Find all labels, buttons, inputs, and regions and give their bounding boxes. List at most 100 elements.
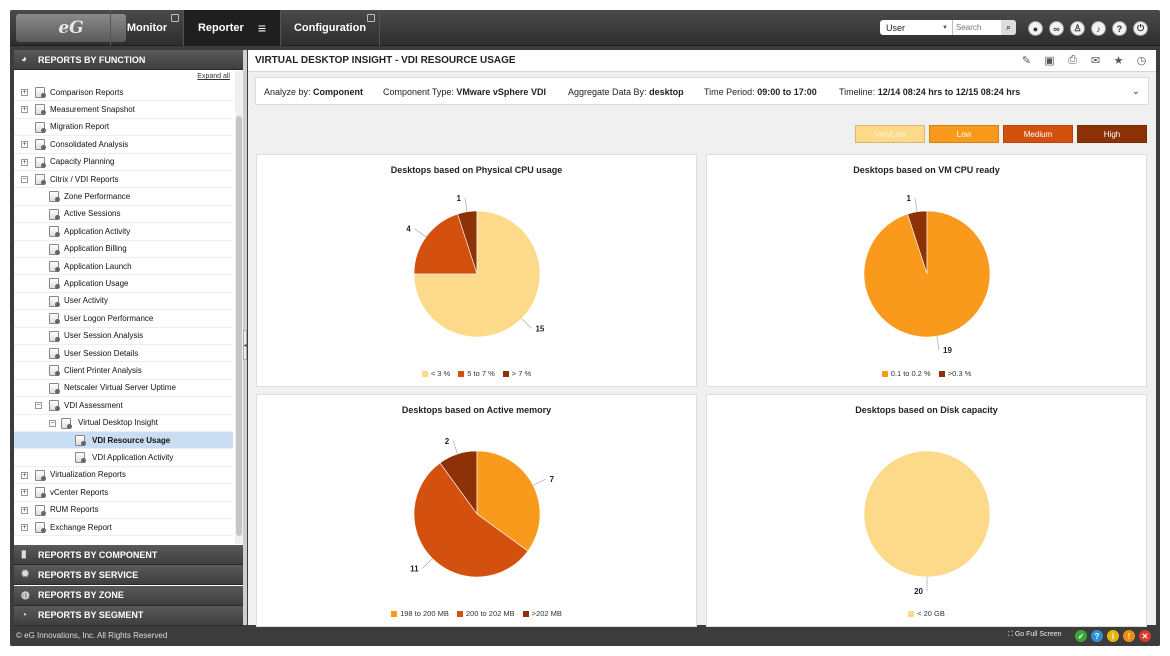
search-scope-select[interactable]: User ▼ <box>880 20 953 35</box>
schedule-clock-icon[interactable]: ◷ <box>1136 55 1147 67</box>
tree-item[interactable]: Migration Report <box>14 119 233 137</box>
tree-item[interactable]: Application Usage <box>14 275 233 293</box>
tree-item[interactable]: + Comparison Reports <box>14 84 233 102</box>
tree-item[interactable]: − Citrix / VDI Reports <box>14 171 233 189</box>
tree-item[interactable]: Active Sessions <box>14 206 233 224</box>
legend-item[interactable]: 200 to 202 MB <box>456 609 515 618</box>
legend-item[interactable]: 5 to 7 % <box>458 369 495 378</box>
tree-item[interactable]: Netscaler Virtual Server Uptime <box>14 380 233 398</box>
tree-item[interactable]: Zone Performance <box>14 188 233 206</box>
eg-logo[interactable]: eG <box>16 14 126 42</box>
tree-item[interactable]: Client Printer Analysis <box>14 362 233 380</box>
expand-all-link[interactable]: Expand all <box>197 73 230 80</box>
power-icon[interactable]: ⏻ <box>1133 21 1148 36</box>
tree-item[interactable]: + RUM Reports <box>14 502 233 519</box>
warning-icon[interactable]: ! <box>1123 630 1135 642</box>
tree-scrollbar[interactable] <box>235 71 243 544</box>
chevron-down-icon[interactable]: ⌄ <box>1131 86 1140 97</box>
pie-slice[interactable] <box>413 462 529 578</box>
legend-item[interactable]: > 7 % <box>502 369 531 378</box>
pie-slice[interactable] <box>863 450 991 578</box>
legend-item[interactable]: < 3 % <box>421 369 450 378</box>
sidebar-section-header[interactable]: ✹ REPORTS BY SERVICE <box>14 565 243 586</box>
chart-panel: Desktops based on VM CPU ready 1 19 0.1 to … <box>706 154 1147 387</box>
nav-reporter[interactable]: Reporter ≡ <box>183 10 280 46</box>
collapse-icon[interactable]: − <box>35 402 42 410</box>
tree-item[interactable]: + Consolidated Analysis <box>14 136 233 154</box>
tree-item[interactable]: User Activity <box>14 293 233 311</box>
tree-item[interactable]: VDI Resource Usage <box>14 432 233 450</box>
tree-item[interactable]: VDI Application Activity <box>14 449 233 467</box>
tree-item[interactable]: − Virtual Desktop Insight <box>14 415 233 432</box>
help-icon[interactable]: ? <box>1112 21 1127 36</box>
legend-item[interactable]: 198 to 200 MB <box>391 609 449 618</box>
sidebar: ◕ REPORTS BY FUNCTION Expand all + Compar… <box>14 50 243 626</box>
legend-item[interactable]: >202 MB <box>522 609 562 618</box>
filter-value: 12/14 08:24 hrs to 12/15 08:24 hrs <box>877 87 1021 97</box>
menu-icon[interactable]: ≡ <box>257 20 266 36</box>
expand-icon[interactable]: + <box>21 471 28 479</box>
legend-high-button[interactable]: High <box>1077 125 1147 143</box>
tree-item[interactable]: + Capacity Planning <box>14 154 233 171</box>
tree-item[interactable]: + Exchange Report <box>14 519 233 537</box>
tree-item[interactable]: Application Billing <box>14 241 233 258</box>
search-input[interactable] <box>953 23 1001 32</box>
reports-by-function-header[interactable]: ◕ REPORTS BY FUNCTION <box>14 50 243 70</box>
save-icon[interactable]: ▣ <box>1044 55 1055 67</box>
tree-item[interactable]: + Measurement Snapshot <box>14 101 233 119</box>
legend-label: >0.3 % <box>947 369 972 378</box>
tree-item-label: Application Launch <box>64 261 132 271</box>
bell-icon[interactable]: ♪ <box>1091 21 1106 36</box>
legend-low-button[interactable]: Low <box>929 125 999 143</box>
ok-icon[interactable]: ✓ <box>1075 630 1087 642</box>
help-icon[interactable]: ? <box>1091 630 1103 642</box>
nav-configuration[interactable]: Configuration <box>280 10 380 46</box>
info-icon[interactable]: i <box>1107 630 1119 642</box>
tree-item[interactable]: Application Activity <box>14 223 233 241</box>
sidebar-section-header[interactable]: ◍ REPORTS BY ZONE <box>14 585 243 606</box>
tree-item[interactable]: − VDI Assessment <box>14 397 233 415</box>
legend-item[interactable]: >0.3 % <box>938 369 972 378</box>
nav-monitor[interactable]: Monitor <box>110 10 183 46</box>
sidebar-section-header[interactable]: ◔ REPORTS BY SEGMENT <box>14 605 243 626</box>
collapse-icon[interactable]: − <box>49 419 56 427</box>
search-icon[interactable]: ⌕ <box>1001 20 1016 35</box>
scrollbar-thumb[interactable] <box>236 116 242 536</box>
expand-icon[interactable]: + <box>21 524 28 531</box>
expand-icon[interactable]: + <box>21 158 28 166</box>
full-screen-button[interactable]: ⛶ Go Full Screen <box>1008 631 1062 638</box>
collapse-sidebar-handle[interactable]: ◂ <box>243 330 247 360</box>
tree-item[interactable]: User Session Analysis <box>14 328 233 345</box>
legend-verylow-button[interactable]: VeryLow <box>855 125 925 143</box>
tree-item-label: User Activity <box>64 296 109 306</box>
expand-icon[interactable]: + <box>21 89 28 96</box>
legend-swatch <box>502 371 509 378</box>
pie-slice[interactable] <box>413 210 541 338</box>
tree-item[interactable]: + Virtualization Reports <box>14 467 233 485</box>
pie-slice[interactable] <box>476 450 541 552</box>
pie-data-label: 2 <box>445 437 450 446</box>
expand-icon[interactable]: + <box>21 141 28 149</box>
pie-slice[interactable] <box>863 210 991 338</box>
edit-icon[interactable]: ✎ <box>1021 55 1032 67</box>
legend-medium-button[interactable]: Medium <box>1003 125 1073 143</box>
alerts-icon[interactable]: ● <box>1028 21 1043 36</box>
collapse-icon[interactable]: − <box>21 176 28 183</box>
legend-item[interactable]: < 20 GB <box>908 609 945 618</box>
expand-icon[interactable]: + <box>21 506 28 514</box>
legend-item[interactable]: 0.1 to 0.2 % <box>881 369 931 378</box>
expand-icon[interactable]: + <box>21 489 28 497</box>
favorite-star-icon[interactable]: ★ <box>1113 55 1124 67</box>
sidebar-section-header[interactable]: ▮ REPORTS BY COMPONENT <box>14 545 243 565</box>
tree-item[interactable]: User Logon Performance <box>14 310 233 328</box>
user-icon[interactable]: ♙ <box>1070 21 1085 36</box>
tree-item[interactable]: Application Launch <box>14 258 233 276</box>
close-icon[interactable]: ✕ <box>1139 630 1151 642</box>
tree-item[interactable]: User Session Details <box>14 345 233 363</box>
print-icon[interactable]: ⎙ <box>1068 54 1077 66</box>
legend-label: >202 MB <box>531 609 562 618</box>
link-icon[interactable]: ∞ <box>1049 21 1064 36</box>
email-icon[interactable]: ✉ <box>1090 55 1101 67</box>
tree-item[interactable]: + vCenter Reports <box>14 484 233 502</box>
expand-icon[interactable]: + <box>21 106 28 114</box>
